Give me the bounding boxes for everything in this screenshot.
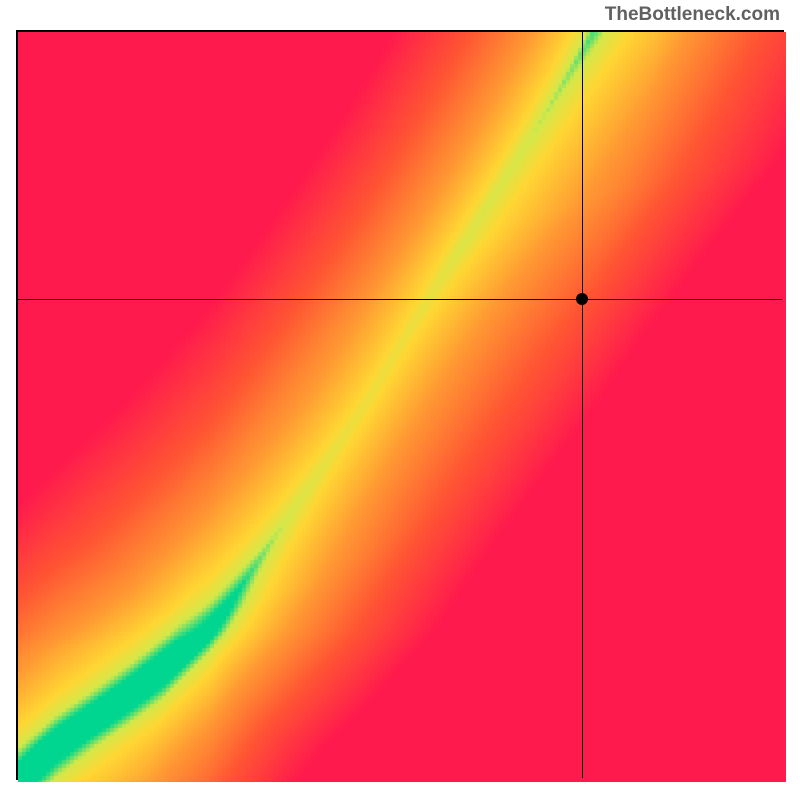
crosshair-marker bbox=[576, 293, 588, 305]
chart-container: TheBottleneck.com bbox=[0, 0, 800, 800]
heatmap-canvas bbox=[18, 32, 786, 782]
crosshair-horizontal bbox=[18, 299, 782, 300]
watermark-text: TheBottleneck.com bbox=[605, 4, 780, 26]
crosshair-vertical bbox=[582, 32, 583, 778]
heatmap-chart bbox=[16, 30, 784, 780]
